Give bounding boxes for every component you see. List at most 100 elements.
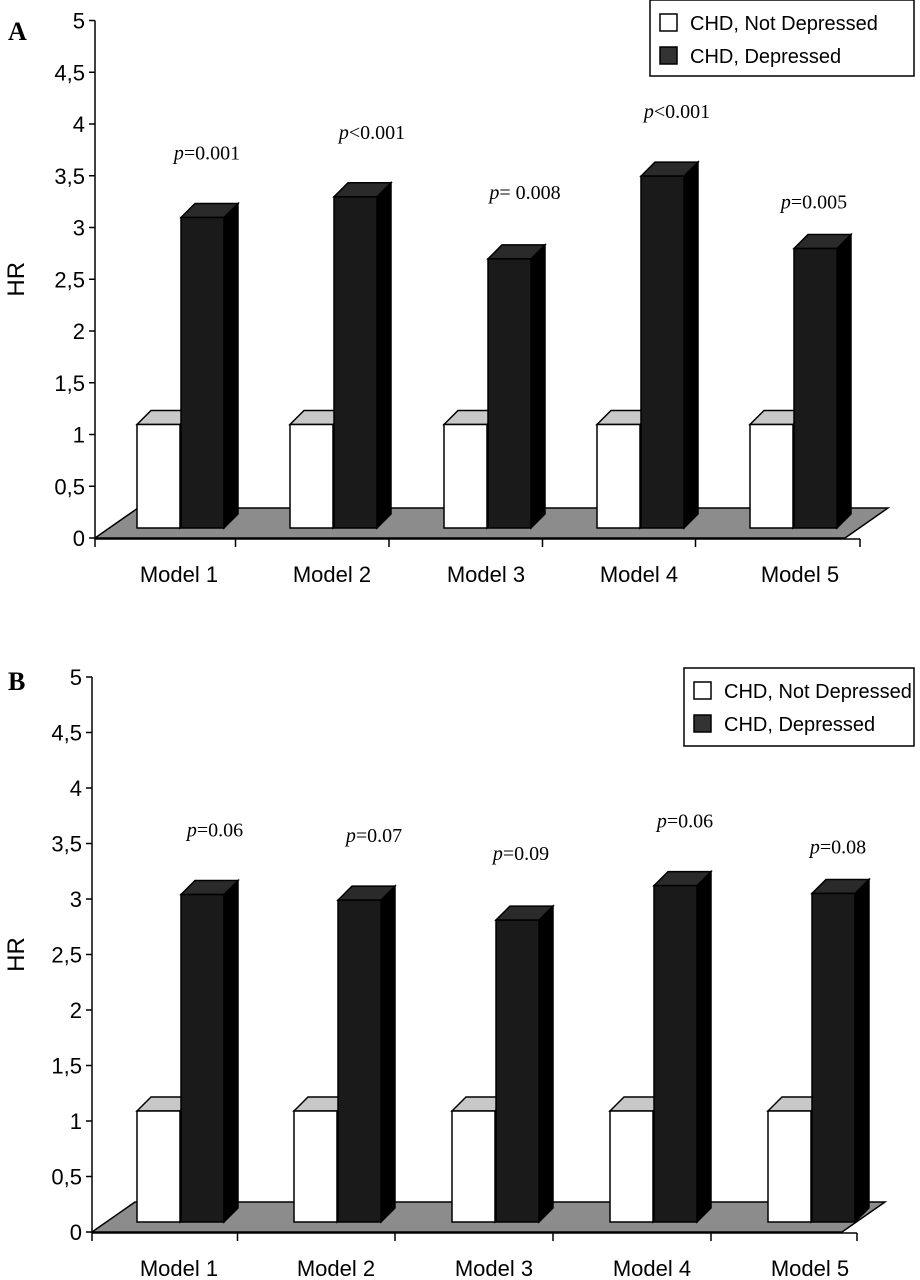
bar-depressed-2 [336,884,397,1224]
legend-label: CHD, Depressed [724,714,875,736]
y-tick-label: 4,5 [51,721,82,746]
p-value-label: p=0.09 [491,843,549,865]
legend-box [649,0,915,77]
y-tick-label: 2 [73,319,85,344]
x-tick-label: Model 3 [447,562,525,587]
y-tick-label: 0 [73,526,85,551]
y-tick-label: 2,5 [51,943,82,968]
chart-panel-a: A 0 0,5 1 1,5 2 2,5 3 3,5 4 4,5 5 HR Model 1 p=0.001 Mo… [3,0,915,587]
bar-depressed-4-side [683,160,699,530]
bar-depressed-1-front [180,893,225,1223]
legend-swatch [693,681,712,700]
x-tick-label: Model 1 [140,1256,218,1280]
x-tick-label: Model 4 [613,1256,691,1280]
p-value-label: p=0.06 [185,820,243,842]
y-tick-label: 0,5 [51,1165,82,1190]
legend-label: CHD, Not Depressed [724,681,912,703]
p-value-label: p=0.005 [779,192,847,214]
bar-depressed-5-side [836,232,852,530]
bar-not-depressed-4-front [609,1110,654,1223]
y-axis-label: HR [3,262,30,297]
bar-depressed-4 [652,869,713,1224]
legend-swatch [659,46,678,65]
p-value-label: p<0.001 [337,122,405,144]
bar-depressed-3-side [530,243,546,530]
x-tick-label: Model 1 [140,562,218,587]
bar-not-depressed-3-front [451,1110,496,1223]
bar-depressed-4-side [696,869,712,1224]
y-tick-label: 1 [73,423,85,448]
bar-depressed-1-front [180,216,225,529]
y-tick-label: 4,5 [54,60,85,85]
y-tick-label: 0 [70,1220,82,1245]
bar-not-depressed-5-front [767,1110,812,1223]
bar-not-depressed-1-front [136,423,181,529]
legend-box [683,667,915,747]
x-tick-label: Model 3 [455,1256,533,1280]
bar-depressed-5 [792,232,853,530]
legend-label: CHD, Depressed [690,46,841,68]
y-tick-label: 3,5 [54,164,85,189]
bar-depressed-5-front [811,892,856,1223]
x-tick-label: Model 5 [771,1256,849,1280]
bar-not-depressed-2-front [293,1110,338,1223]
chart-panel-b: B 0 0,5 1 1,5 2 2,5 3 3,5 4 4,5 5 HR Model 1 p=0.06 Mod… [3,665,915,1280]
bar-depressed-4 [639,160,700,530]
bar-depressed-1 [179,201,240,530]
p-value-label: p=0.06 [655,811,713,833]
y-tick-label: 1,5 [54,371,85,396]
y-tick-label: 4 [70,776,82,801]
legend: CHD, Not Depressed CHD, Depressed [683,667,915,747]
bar-not-depressed-5-front [749,423,794,529]
y-tick-label: 0,5 [54,474,85,499]
bar-depressed-4-front [640,175,685,529]
p-value-label: p= 0.008 [487,182,560,204]
bar-not-depressed-2-front [289,423,334,529]
bar-depressed-1-side [223,878,239,1224]
x-tick-label: Model 2 [297,1256,375,1280]
p-value-label: p<0.001 [642,101,710,123]
bar-depressed-5-front [793,247,838,529]
legend-label: CHD, Not Depressed [690,13,878,35]
y-tick-label: 2 [70,998,82,1023]
bar-depressed-2 [332,180,393,530]
y-tick-label: 3 [73,216,85,241]
y-tick-label: 4 [73,112,85,137]
y-tick-label: 1 [70,1109,82,1134]
bar-depressed-1 [179,878,240,1224]
panel-label: B [8,667,25,696]
bar-depressed-5 [810,877,871,1224]
bar-not-depressed-1-front [136,1110,181,1223]
bar-not-depressed-4-front [596,423,641,529]
bar-depressed-2-front [337,899,382,1223]
x-tick-label: Model 4 [600,562,678,587]
bar-depressed-3 [494,904,555,1224]
x-tick-label: Model 2 [293,562,371,587]
bar-depressed-4-front [653,884,698,1223]
p-value-label: p=0.08 [808,836,866,858]
y-tick-label: 1,5 [51,1054,82,1079]
panel-label: A [8,17,27,46]
bar-depressed-2-side [376,180,392,530]
bar-depressed-3-front [495,919,540,1223]
y-tick-label: 3,5 [51,832,82,857]
bar-depressed-3-front [487,258,532,529]
legend: CHD, Not Depressed CHD, Depressed [649,0,915,77]
bar-not-depressed-3-front [443,423,488,529]
bar-depressed-2-side [380,884,396,1224]
y-tick-label: 5 [73,9,85,34]
y-tick-label: 5 [70,665,82,690]
bar-depressed-2-front [333,196,378,529]
y-tick-label: 2,5 [54,267,85,292]
y-tick-label: 3 [70,887,82,912]
bar-depressed-3 [486,243,547,530]
bar-depressed-3-side [538,904,554,1224]
p-value-label: p=0.07 [344,825,402,847]
y-axis-label: HR [3,937,30,972]
bar-depressed-5-side [854,877,870,1224]
p-value-label: p=0.001 [172,143,240,165]
legend-swatch [659,13,678,32]
bar-depressed-1-side [223,201,239,530]
legend-swatch [693,714,712,733]
